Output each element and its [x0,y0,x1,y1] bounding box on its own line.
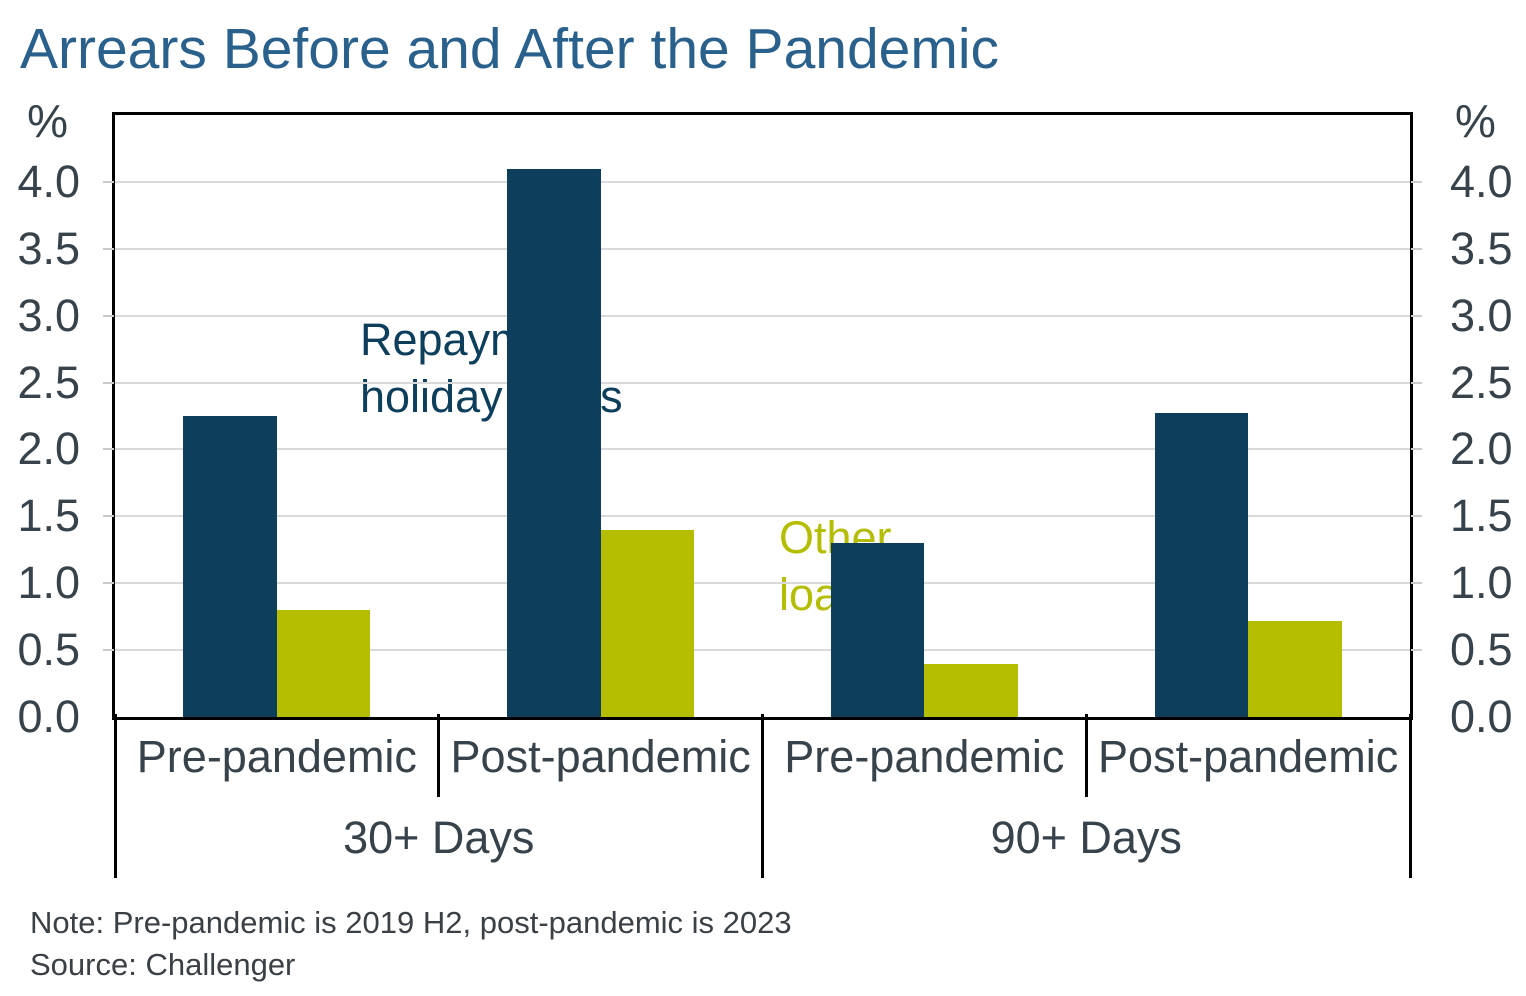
y-tick-mark-left-4.0 [103,180,114,183]
y-tick-mark-right-2.0 [1411,448,1422,451]
y-tick-label-right-3.0: 3.0 [1450,289,1513,341]
x-group-label-90-days: 90+ Days [990,812,1182,863]
plot-area: Repayment holiday loans Other loans [112,112,1413,720]
bar-other-loans-2 [924,663,1018,717]
gridline-2.0 [115,448,1410,451]
x-category-label-3: Post-pandemic [1098,731,1399,782]
gridline-1.5 [115,515,1410,518]
x-category-label-1: Post-pandemic [450,731,751,782]
y-tick-label-right-3.5: 3.5 [1450,222,1513,274]
gridline-4.0 [115,180,1410,183]
bar-other-loans-3 [1248,620,1342,717]
y-tick-label-right-0.5: 0.5 [1450,624,1513,676]
page-title: Arrears Before and After the Pandemic [20,17,1000,81]
y-tick-mark-left-1.0 [103,582,114,585]
y-tick-mark-right-4.0 [1411,180,1422,183]
y-tick-mark-left-1.5 [103,515,114,518]
y-tick-mark-left-3.5 [103,247,114,250]
y-tick-label-right-1.0: 1.0 [1450,557,1513,609]
y-tick-mark-right-2.5 [1411,381,1422,384]
y-tick-label-left-1.5: 1.5 [17,490,80,542]
x-axis-divider-1 [437,714,441,797]
bar-repayment-holiday-loans-0 [183,416,277,717]
bar-repayment-holiday-loans-1 [507,168,601,717]
x-category-label-0: Pre-pandemic [136,731,417,782]
x-axis-divider-3 [1084,714,1088,797]
y-tick-label-left-0.5: 0.5 [17,624,80,676]
x-axis-divider-4 [1408,714,1412,878]
bar-repayment-holiday-loans-2 [830,543,925,717]
y-tick-label-right-2.5: 2.5 [1450,356,1513,408]
y-tick-label-right-0.0: 0.0 [1450,691,1513,742]
y-tick-mark-right-1.0 [1411,582,1422,585]
y-axis-unit-left: % [27,95,68,147]
y-tick-mark-right-0.5 [1411,649,1422,652]
x-category-label-2: Pre-pandemic [784,731,1065,782]
y-tick-label-left-2.0: 2.0 [17,423,80,475]
y-tick-mark-left-3.0 [103,314,114,317]
gridline-2.5 [115,381,1410,384]
y-tick-label-right-1.5: 1.5 [1450,490,1513,542]
y-tick-label-left-4.0: 4.0 [17,155,80,207]
y-axis-unit-right: % [1455,95,1496,147]
bar-other-loans-1 [600,529,695,717]
gridline-3.0 [115,314,1410,317]
y-tick-mark-left-2.5 [103,381,114,384]
y-tick-label-left-0.0: 0.0 [17,691,80,742]
y-tick-label-right-4.0: 4.0 [1450,155,1513,207]
bar-other-loans-0 [276,609,371,717]
y-tick-mark-left-2.0 [103,448,114,451]
x-axis-divider-2 [761,714,764,878]
note-text: Note: Pre-pandemic is 2019 H2, post-pand… [30,905,792,940]
y-tick-mark-right-1.5 [1411,515,1422,518]
x-group-label-30-days: 30+ Days [343,812,535,863]
y-tick-mark-right-3.5 [1411,247,1422,250]
y-tick-mark-right-3.0 [1411,314,1422,317]
y-tick-label-right-2.0: 2.0 [1450,423,1513,475]
gridline-1.0 [115,582,1410,585]
y-tick-mark-left-0.5 [103,649,114,652]
source-text: Source: Challenger [30,947,296,982]
x-axis-divider-0 [113,714,117,878]
y-tick-label-left-2.5: 2.5 [17,356,80,408]
y-tick-label-left-3.0: 3.0 [17,289,80,341]
y-tick-label-left-3.5: 3.5 [17,222,80,274]
gridline-0.5 [115,649,1410,652]
y-tick-label-left-1.0: 1.0 [17,557,80,609]
gridline-3.5 [115,247,1410,250]
bar-repayment-holiday-loans-3 [1154,413,1249,717]
